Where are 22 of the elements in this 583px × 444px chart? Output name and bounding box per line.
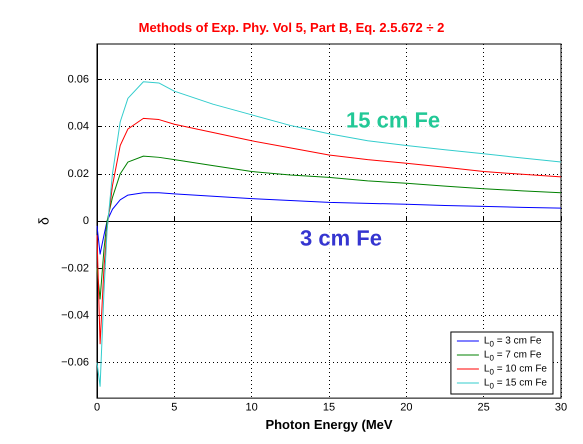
x-tick-label: 25	[478, 402, 490, 414]
x-tick-label: 10	[246, 402, 258, 414]
x-tick-label: 0	[94, 402, 100, 414]
y-tick-label: 0	[82, 215, 89, 228]
x-axis-title: Photon Energy (MeV	[265, 417, 393, 432]
line-series	[96, 192, 562, 255]
y-tick-label: −0.04	[61, 309, 89, 322]
y-axis-title: δ	[35, 216, 52, 225]
y-tick-label: 0.04	[68, 120, 89, 133]
chart-title: Methods of Exp. Phy. Vol 5, Part B, Eq. 2.5.672 ÷ 2	[138, 20, 444, 35]
annotation: 15 cm Fe	[346, 108, 440, 132]
annotation: 3 cm Fe	[300, 226, 382, 250]
y-tick-label: −0.06	[61, 356, 89, 369]
y-tick-label: −0.02	[61, 262, 89, 274]
y-tick-label: 0.06	[68, 73, 89, 86]
line-series	[96, 81, 562, 387]
x-tick-label: 15	[322, 402, 336, 414]
x-tick-label: 30	[554, 402, 568, 414]
x-tick-label: 20	[400, 402, 412, 414]
y-tick-label: 0.02	[68, 168, 89, 180]
line-series	[96, 156, 562, 300]
x-tick-label: 5	[171, 402, 178, 414]
